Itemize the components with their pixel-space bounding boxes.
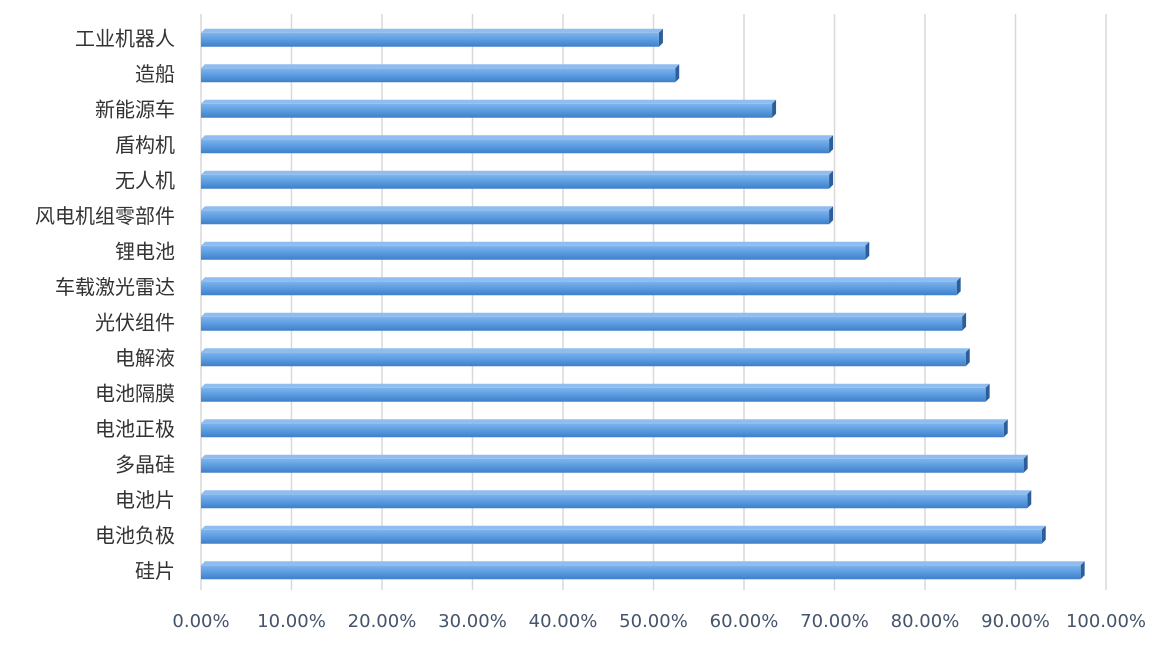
y-tick-label: 电池片	[115, 488, 175, 512]
y-tick-label: 电池负极	[95, 523, 175, 547]
bar-side	[675, 64, 680, 83]
bar-side	[829, 135, 834, 154]
bar-side	[956, 277, 961, 296]
x-tick-label: 80.00%	[891, 611, 960, 632]
bar-top	[201, 525, 1046, 530]
x-tick-label: 20.00%	[348, 611, 417, 632]
bar-top	[201, 348, 970, 353]
bar-side	[772, 99, 777, 118]
bar-side	[985, 383, 990, 402]
bar-top	[201, 28, 663, 33]
bar	[201, 281, 957, 296]
bar-top	[201, 135, 834, 140]
y-tick-label: 车载激光雷达	[55, 275, 175, 299]
bar-side	[1027, 490, 1032, 509]
x-tick-label: 10.00%	[257, 611, 326, 632]
bar	[201, 423, 1004, 438]
y-tick-label: 工业机器人	[75, 26, 175, 50]
bar-side	[829, 170, 834, 189]
bar	[201, 68, 676, 83]
bar-side	[1041, 525, 1046, 544]
bar	[201, 352, 966, 367]
bar-top	[201, 99, 777, 104]
bar-top	[201, 490, 1032, 495]
y-tick-label: 多晶硅	[115, 452, 175, 476]
y-tick-label: 锂电池	[115, 239, 175, 263]
y-tick-label: 电解液	[115, 346, 175, 370]
y-tick-label: 光伏组件	[95, 310, 175, 334]
bar-side	[1023, 454, 1028, 473]
bar	[201, 316, 963, 331]
bar-side	[965, 348, 970, 367]
y-tick-label: 电池隔膜	[95, 381, 175, 405]
y-tick-label: 硅片	[135, 559, 175, 583]
bar	[201, 458, 1024, 473]
bar-top	[201, 561, 1085, 566]
bar	[201, 210, 830, 225]
bar-top	[201, 419, 1008, 424]
bar	[201, 565, 1081, 580]
x-tick-label: 100.00%	[1066, 611, 1146, 632]
bar-side	[962, 312, 967, 331]
y-tick-label: 电池正极	[95, 417, 175, 441]
bar-top	[201, 312, 967, 317]
y-tick-label: 造船	[135, 62, 175, 86]
bar-side	[1003, 419, 1008, 438]
x-tick-label: 70.00%	[800, 611, 869, 632]
x-tick-label: 40.00%	[529, 611, 598, 632]
x-tick-label: 0.00%	[172, 611, 229, 632]
bar-side	[865, 241, 870, 260]
y-tick-label: 风电机组零部件	[35, 204, 175, 228]
bar-top	[201, 206, 834, 211]
bar-side	[658, 28, 663, 47]
bar-top	[201, 170, 834, 175]
bar-top	[201, 383, 990, 388]
bar	[201, 32, 659, 47]
x-tick-label: 30.00%	[438, 611, 507, 632]
x-tick-label: 90.00%	[981, 611, 1050, 632]
bar	[201, 245, 866, 260]
bar	[201, 103, 773, 118]
x-tick-label: 50.00%	[619, 611, 688, 632]
bar-top	[201, 454, 1028, 459]
x-tick-label: 60.00%	[710, 611, 779, 632]
bar-top	[201, 241, 870, 246]
bar-side	[829, 206, 834, 225]
bar	[201, 174, 830, 189]
y-tick-label: 盾构机	[115, 133, 175, 157]
y-tick-label: 新能源车	[95, 97, 175, 121]
bar-top	[201, 64, 680, 69]
bar-top	[201, 277, 961, 282]
bar	[201, 529, 1042, 544]
y-tick-label: 无人机	[115, 168, 175, 192]
bar	[201, 494, 1028, 509]
bar-side	[1080, 561, 1085, 580]
bar	[201, 387, 986, 402]
bar	[201, 139, 830, 154]
